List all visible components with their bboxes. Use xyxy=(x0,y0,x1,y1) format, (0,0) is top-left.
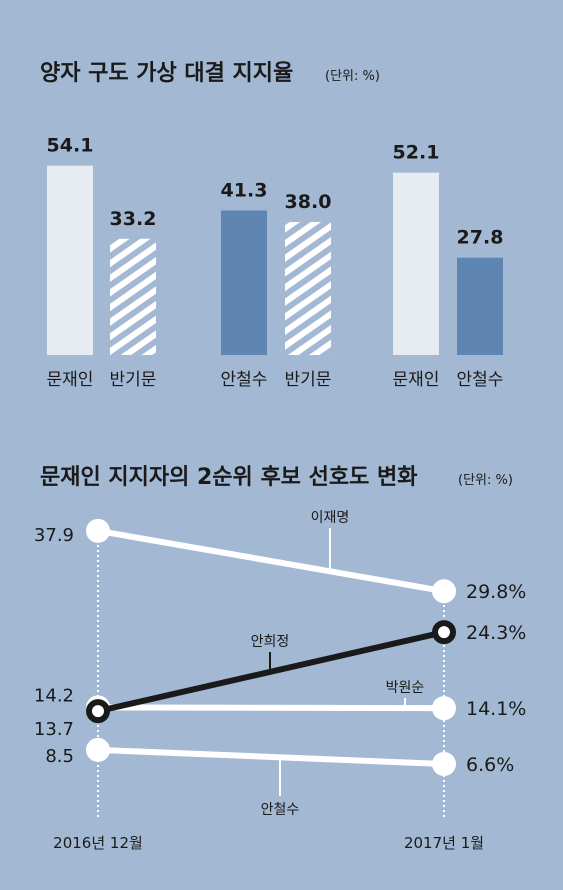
series-line-3 xyxy=(97,746,445,768)
value-label-start: 37.9 xyxy=(34,525,74,546)
bar-0-0 xyxy=(47,165,93,355)
bar-1-0 xyxy=(221,210,267,355)
value-label-end: 14.1% xyxy=(466,698,526,720)
line-chart-unit: (단위: %) xyxy=(458,473,513,488)
bar-category-label: 반기문 xyxy=(285,370,332,390)
series-point-1-1 xyxy=(432,620,456,645)
series-name-label: 안희정 xyxy=(251,634,290,650)
value-label-start: 8.5 xyxy=(45,746,74,767)
bar-chart-unit: (단위: %) xyxy=(325,69,380,84)
series-point-2-1 xyxy=(432,696,456,721)
bar-category-label: 문재인 xyxy=(393,370,440,390)
series-point-0-0 xyxy=(86,518,110,543)
bar-chart: 54.1 문재인 33.2 반기문 41.3 안철수 38.0 반기문 52.1 문재인 27.8 안… xyxy=(47,135,504,390)
value-label-end: 24.3% xyxy=(466,622,526,644)
bar-value-label: 38.0 xyxy=(285,191,332,213)
bar-0-1 xyxy=(110,238,156,355)
x-label-2016-12: 2016년 12월 xyxy=(53,834,143,852)
bar-1-1 xyxy=(285,222,331,355)
bar-chart-title: 양자 구도 가상 대결 지지율 xyxy=(40,61,293,86)
bar-category-label: 문재인 xyxy=(47,370,94,390)
value-label-end: 6.6% xyxy=(466,754,514,776)
bar-value-label: 33.2 xyxy=(110,208,157,230)
series-name-label: 박원순 xyxy=(386,680,425,696)
bar-category-label: 반기문 xyxy=(110,370,157,390)
value-label-start: 14.2 xyxy=(34,685,74,706)
series-point-3-1 xyxy=(432,752,456,777)
value-label-end: 29.8% xyxy=(466,581,526,603)
bar-value-label: 41.3 xyxy=(221,179,268,201)
series-name-label: 안철수 xyxy=(261,802,300,818)
series-line-2 xyxy=(97,704,445,712)
bar-category-label: 안철수 xyxy=(457,370,504,390)
value-label-start: 13.7 xyxy=(34,719,74,740)
bar-2-0 xyxy=(393,172,439,355)
series-point-3-0 xyxy=(86,737,110,762)
series-line-0 xyxy=(97,527,445,595)
line-chart-title: 문재인 지지자의 2순위 후보 선호도 변화 xyxy=(40,465,417,490)
bar-2-1 xyxy=(457,257,503,355)
bar-value-label: 27.8 xyxy=(457,227,504,249)
series-name-label: 이재명 xyxy=(311,510,350,526)
series-point-1-0 xyxy=(86,699,110,724)
bar-value-label: 54.1 xyxy=(47,135,94,157)
bar-value-label: 52.1 xyxy=(393,142,440,164)
bar-category-label: 안철수 xyxy=(221,370,268,390)
series-point-0-1 xyxy=(432,579,456,604)
x-label-2017-01: 2017년 1월 xyxy=(404,834,484,852)
